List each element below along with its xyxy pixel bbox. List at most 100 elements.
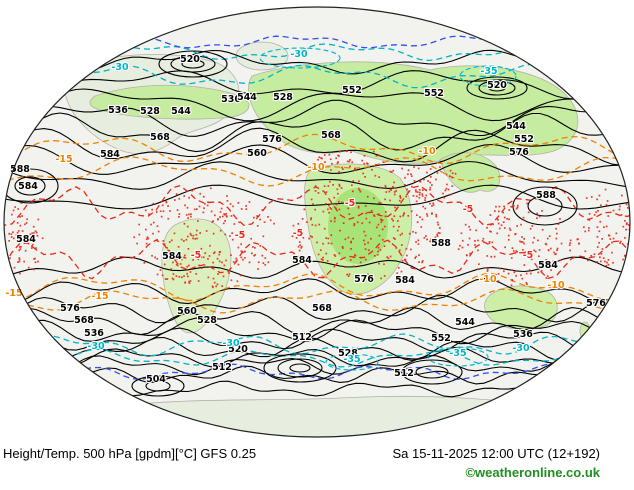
temp-speckle xyxy=(621,194,623,197)
temp-speckle xyxy=(435,215,438,218)
contour-label: 536 xyxy=(108,105,128,116)
temp-speckle xyxy=(193,208,196,211)
temp-speckle xyxy=(319,249,322,251)
temp-speckle xyxy=(366,273,369,276)
temp-speckle xyxy=(317,158,319,161)
temp-speckle xyxy=(330,220,332,222)
contour-label: 520 xyxy=(180,54,200,65)
contour-label: 568 xyxy=(312,303,332,314)
contour-label: 512 xyxy=(292,332,312,343)
temp-speckle xyxy=(338,200,340,203)
copyright-row: ©weatheronline.co.uk xyxy=(0,463,634,482)
temp-speckle xyxy=(399,234,402,236)
temp-speckle xyxy=(508,227,511,230)
temp-speckle xyxy=(392,225,395,228)
temp-speckle xyxy=(375,226,378,229)
contour-label: -5 xyxy=(293,228,304,239)
temp-speckle xyxy=(407,215,410,217)
contour-label: 512 xyxy=(212,362,232,373)
temp-speckle xyxy=(222,222,225,225)
temp-speckle xyxy=(32,225,35,228)
temp-speckle xyxy=(422,189,424,191)
temp-speckle xyxy=(599,260,602,263)
contour-label: 544 xyxy=(237,92,257,103)
contour-label: -15 xyxy=(91,291,108,302)
temp-speckle xyxy=(224,220,226,222)
temp-speckle xyxy=(19,216,21,218)
contour-label: 568 xyxy=(74,315,94,326)
temp-speckle xyxy=(10,236,13,238)
temp-speckle xyxy=(576,238,579,241)
temp-speckle xyxy=(150,223,152,226)
temp-speckle xyxy=(353,167,356,170)
temp-speckle xyxy=(514,251,517,254)
height-contour-line xyxy=(4,70,630,100)
temp-speckle xyxy=(343,202,345,204)
temp-speckle xyxy=(184,204,186,207)
temp-speckle xyxy=(232,205,234,208)
temp-speckle xyxy=(486,268,489,271)
temp-speckle xyxy=(600,253,603,255)
temp-speckle xyxy=(418,193,421,196)
temp-speckle xyxy=(5,261,7,263)
valid-time-label: Sa 15-11-2025 12:00 UTC (12+192) xyxy=(392,446,600,461)
temp-speckle xyxy=(604,188,607,191)
temp-speckle xyxy=(490,255,493,258)
temp-speckle xyxy=(597,210,599,212)
temp-speckle xyxy=(474,240,476,242)
temp-speckle xyxy=(352,237,354,240)
temp-speckle xyxy=(197,220,199,222)
temp-speckle xyxy=(156,238,158,241)
product-label: Height/Temp. 500 hPa [gpdm][°C] GFS 0.25 xyxy=(3,446,257,461)
temp-speckle xyxy=(133,236,136,239)
contour-label: 544 xyxy=(506,121,526,132)
temp-speckle xyxy=(550,247,552,250)
temp-speckle xyxy=(342,247,344,249)
temp-speckle xyxy=(225,259,227,262)
temp-speckle xyxy=(0,255,1,257)
temp-speckle xyxy=(601,248,604,250)
temp-speckle xyxy=(498,210,500,213)
temp-speckle xyxy=(244,250,246,253)
temp-speckle xyxy=(429,176,432,178)
temp-speckle xyxy=(33,232,35,234)
temp-speckle xyxy=(35,231,38,234)
temp-speckle xyxy=(619,240,622,243)
temp-speckle xyxy=(261,209,264,211)
temp-speckle xyxy=(327,208,329,211)
temp-speckle xyxy=(163,243,166,246)
temp-speckle xyxy=(338,150,341,153)
temp-speckle xyxy=(606,200,609,202)
temp-speckle xyxy=(416,191,419,193)
temp-speckle xyxy=(311,223,314,226)
temp-speckle xyxy=(165,201,168,204)
temp-speckle xyxy=(19,224,22,227)
temp-speckle xyxy=(373,215,376,217)
temp-speckle xyxy=(36,234,39,237)
temp-speckle xyxy=(356,221,359,224)
contour-label: -30 xyxy=(290,49,308,60)
temp-contour-line xyxy=(4,239,630,280)
temp-speckle xyxy=(510,284,513,287)
temp-speckle xyxy=(425,235,427,237)
temp-speckle xyxy=(240,250,243,253)
temp-speckle xyxy=(464,223,467,226)
temp-speckle xyxy=(35,247,37,249)
temp-speckle xyxy=(584,230,587,233)
temp-speckle xyxy=(318,156,321,159)
temp-speckle xyxy=(421,193,424,195)
temp-speckle xyxy=(256,215,258,217)
temp-speckle xyxy=(350,151,352,154)
map-area: 520 536 544 528 552 536 528 544 552 520 544 552 568 5… xyxy=(0,6,631,438)
temp-speckle xyxy=(256,225,259,227)
temp-speckle xyxy=(240,274,243,277)
landmass-eurasia xyxy=(248,61,579,164)
temp-speckle xyxy=(218,253,221,256)
temp-speckle xyxy=(31,243,34,246)
temp-speckle xyxy=(523,238,525,240)
temp-speckle xyxy=(477,249,479,252)
temp-speckle xyxy=(403,212,406,214)
temp-speckle xyxy=(145,228,147,231)
temp-speckle xyxy=(596,236,599,238)
temp-speckle xyxy=(587,229,590,232)
